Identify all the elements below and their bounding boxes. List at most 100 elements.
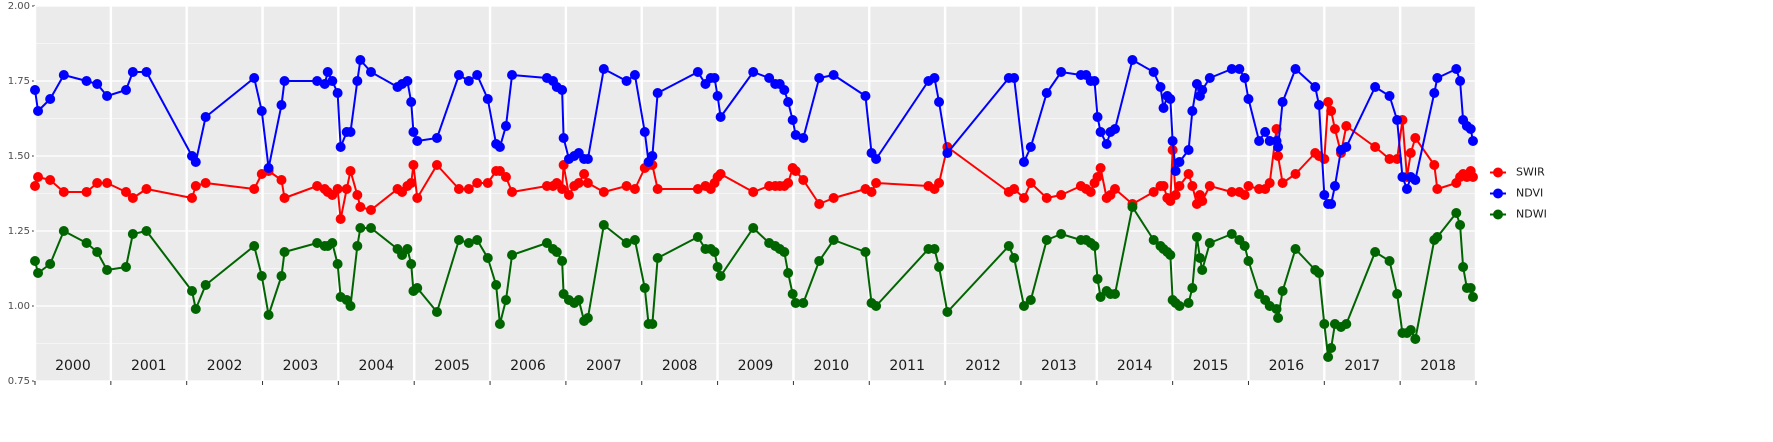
data-point bbox=[482, 94, 493, 104]
data-point bbox=[1326, 343, 1337, 353]
data-point bbox=[1341, 319, 1352, 329]
data-point bbox=[1319, 319, 1330, 329]
data-point bbox=[1341, 121, 1352, 131]
year-label: 2002 bbox=[207, 358, 243, 374]
data-point bbox=[58, 187, 69, 197]
data-point bbox=[1183, 145, 1194, 155]
data-point bbox=[860, 247, 871, 257]
data-point bbox=[929, 73, 940, 83]
data-point bbox=[1432, 232, 1443, 242]
data-point bbox=[482, 253, 493, 263]
data-point bbox=[1085, 187, 1096, 197]
data-point bbox=[200, 280, 211, 290]
data-point bbox=[141, 184, 152, 194]
data-point bbox=[598, 187, 609, 197]
data-point bbox=[558, 133, 569, 143]
data-point bbox=[45, 94, 56, 104]
data-point bbox=[30, 256, 40, 266]
data-point bbox=[332, 184, 343, 194]
data-point bbox=[345, 166, 356, 176]
data-point bbox=[1323, 352, 1334, 362]
data-point bbox=[828, 193, 839, 203]
data-point bbox=[1458, 262, 1469, 272]
data-point bbox=[92, 178, 103, 188]
data-point bbox=[332, 88, 343, 98]
data-point bbox=[1467, 292, 1478, 302]
data-point bbox=[431, 133, 442, 143]
y-tick-label: 1.75 bbox=[8, 76, 30, 87]
data-point bbox=[249, 241, 260, 251]
data-point bbox=[1264, 178, 1275, 188]
data-point bbox=[352, 76, 363, 86]
data-point bbox=[327, 238, 338, 248]
data-point bbox=[1290, 64, 1301, 74]
data-point bbox=[249, 73, 260, 83]
data-point bbox=[1158, 181, 1169, 191]
data-point bbox=[322, 67, 333, 77]
data-point bbox=[92, 79, 103, 89]
data-point bbox=[355, 223, 366, 233]
data-point bbox=[715, 169, 726, 179]
data-point bbox=[1465, 124, 1476, 134]
data-point bbox=[1148, 235, 1159, 245]
data-point bbox=[1326, 106, 1337, 116]
data-point bbox=[871, 178, 882, 188]
data-point bbox=[1092, 112, 1103, 122]
data-point bbox=[1410, 133, 1421, 143]
data-point bbox=[798, 175, 809, 185]
data-point bbox=[406, 97, 417, 107]
data-point bbox=[33, 106, 44, 116]
data-point bbox=[1277, 97, 1288, 107]
data-point bbox=[787, 289, 798, 299]
data-point bbox=[1370, 247, 1381, 257]
data-point bbox=[1432, 184, 1443, 194]
data-point bbox=[1183, 298, 1194, 308]
data-point bbox=[345, 127, 356, 137]
data-point bbox=[186, 193, 197, 203]
data-point bbox=[1392, 289, 1403, 299]
data-point bbox=[1009, 73, 1020, 83]
data-point bbox=[1429, 160, 1440, 170]
data-point bbox=[249, 184, 260, 194]
data-point bbox=[365, 67, 376, 77]
data-point bbox=[332, 259, 343, 269]
data-point bbox=[557, 85, 568, 95]
data-point bbox=[582, 313, 593, 323]
data-point bbox=[692, 67, 703, 77]
data-point bbox=[652, 88, 663, 98]
data-point bbox=[1165, 250, 1176, 260]
data-point bbox=[1465, 283, 1476, 293]
data-point bbox=[45, 175, 56, 185]
data-point bbox=[1254, 136, 1265, 146]
data-point bbox=[200, 112, 211, 122]
data-point bbox=[30, 85, 40, 95]
data-point bbox=[1310, 82, 1321, 92]
data-point bbox=[1226, 64, 1237, 74]
year-label: 2009 bbox=[738, 358, 774, 374]
data-point bbox=[621, 181, 632, 191]
data-point bbox=[355, 202, 366, 212]
data-point bbox=[402, 244, 413, 254]
year-label: 2010 bbox=[814, 358, 850, 374]
data-point bbox=[1405, 148, 1416, 158]
data-point bbox=[1370, 142, 1381, 152]
data-point bbox=[1025, 142, 1036, 152]
data-point bbox=[1234, 64, 1245, 74]
data-point bbox=[352, 241, 363, 251]
data-point bbox=[828, 70, 839, 80]
data-point bbox=[598, 220, 609, 230]
data-point bbox=[1405, 325, 1416, 335]
data-point bbox=[715, 271, 726, 281]
data-point bbox=[312, 181, 323, 191]
year-label: 2005 bbox=[434, 358, 470, 374]
data-point bbox=[1319, 190, 1330, 200]
data-point bbox=[507, 70, 518, 80]
data-point bbox=[127, 229, 138, 239]
data-point bbox=[312, 238, 323, 248]
data-point bbox=[319, 79, 330, 89]
data-point bbox=[1092, 172, 1103, 182]
data-point bbox=[1239, 241, 1250, 251]
data-point bbox=[1092, 274, 1103, 284]
data-point bbox=[629, 70, 640, 80]
data-point bbox=[365, 205, 376, 215]
